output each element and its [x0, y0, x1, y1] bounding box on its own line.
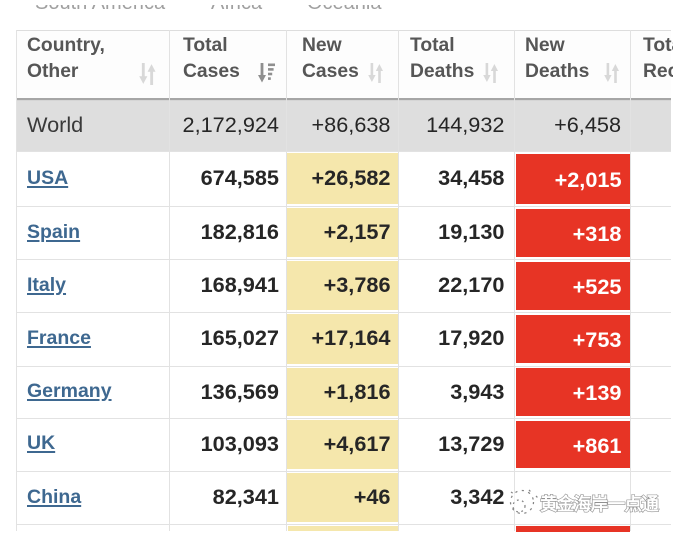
- svg-text:黄金海岸一点通: 黄金海岸一点通: [540, 494, 659, 514]
